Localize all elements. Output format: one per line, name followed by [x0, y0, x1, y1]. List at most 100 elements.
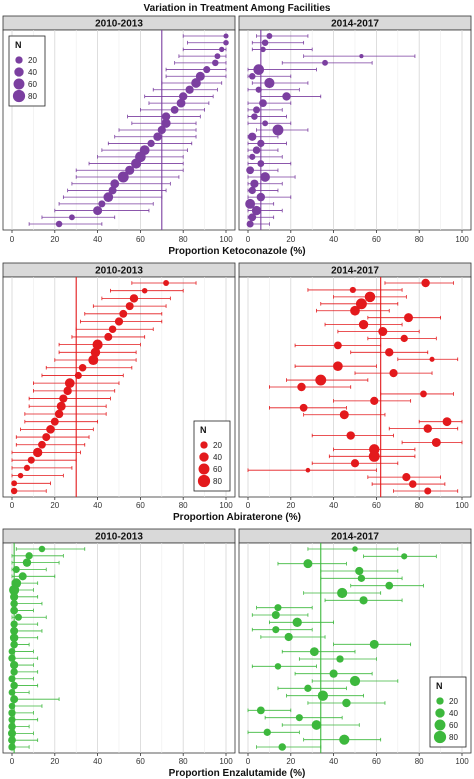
data-point	[253, 106, 261, 114]
panel-strip-label: 2010-2013	[95, 19, 143, 30]
data-point	[359, 596, 368, 605]
tick-label: 20	[50, 757, 59, 766]
data-point	[315, 374, 327, 386]
panel-strip-label: 2010-2013	[95, 266, 143, 277]
data-point	[50, 417, 59, 426]
data-point	[369, 639, 379, 649]
data-point	[342, 698, 351, 708]
data-point	[339, 734, 350, 745]
data-point	[256, 706, 265, 715]
data-point	[349, 675, 361, 687]
data-point	[141, 287, 148, 294]
tick-label: 100	[455, 501, 469, 510]
data-point	[214, 53, 221, 60]
data-point	[274, 663, 282, 670]
tick-label: 40	[93, 235, 102, 244]
data-point	[272, 626, 280, 634]
chart-abiraterone: 2010-2013 0 20 40 60 80 100 N 20 40 60 80 2014-2017 0…	[2, 262, 472, 523]
legend-key	[13, 78, 25, 90]
data-point	[274, 604, 282, 612]
data-point	[42, 433, 51, 442]
data-point	[329, 669, 338, 678]
legend-key	[433, 730, 447, 744]
legend-label: 40	[213, 453, 222, 462]
tick-label: 100	[455, 235, 469, 244]
panel-2010-2013: 2010-2013 0 20 40 60 80 100 N 20 40 60 80	[2, 262, 236, 510]
data-point	[295, 714, 303, 722]
tick-label: 80	[179, 757, 188, 766]
data-point	[219, 46, 225, 53]
data-point	[10, 487, 18, 495]
data-point	[282, 92, 291, 101]
data-point	[337, 587, 348, 599]
data-point	[92, 339, 103, 350]
tick-label: 60	[136, 235, 145, 244]
legend: N 20 40 60 80	[8, 35, 46, 107]
data-point	[11, 480, 18, 487]
data-point	[56, 401, 66, 411]
data-point	[63, 386, 72, 396]
x-axis-title: Proportion Ketoconazole (%)	[168, 246, 305, 257]
data-point	[68, 214, 75, 221]
data-point	[7, 729, 17, 738]
legend-key	[197, 474, 211, 488]
data-point	[8, 736, 16, 745]
data-point	[248, 213, 257, 222]
data-point	[317, 690, 329, 701]
data-point	[266, 33, 273, 39]
legend-key	[12, 89, 26, 103]
tick-label: 0	[246, 235, 251, 244]
data-point	[299, 403, 308, 412]
tick-label: 0	[10, 501, 15, 510]
data-point	[33, 447, 43, 458]
data-point	[409, 480, 417, 488]
data-point	[357, 574, 366, 582]
data-point	[59, 394, 68, 403]
legend-label: 80	[28, 92, 37, 101]
data-point	[271, 610, 280, 620]
data-point	[119, 309, 128, 318]
panel-strip-label: 2010-2013	[95, 532, 143, 543]
legend: N 20 40 60 80	[193, 420, 231, 492]
tick-label: 60	[136, 757, 145, 766]
legend-label: 60	[449, 721, 458, 730]
data-point	[261, 39, 269, 46]
data-point	[263, 728, 271, 736]
data-point	[350, 459, 360, 468]
data-point	[38, 440, 46, 449]
legend-key	[200, 441, 208, 449]
data-point	[349, 286, 356, 294]
legend-key	[198, 463, 210, 475]
data-point	[18, 572, 27, 581]
tick-label: 60	[372, 235, 381, 244]
tick-label: 40	[329, 501, 338, 510]
tick-label: 40	[93, 501, 102, 510]
tick-label: 100	[219, 235, 233, 244]
data-point	[311, 720, 322, 730]
tick-label: 40	[93, 757, 102, 766]
data-point	[25, 552, 33, 560]
data-point	[246, 166, 255, 175]
data-point	[98, 200, 106, 208]
data-point	[359, 53, 364, 59]
legend-label: 40	[449, 709, 458, 718]
tick-label: 60	[372, 501, 381, 510]
panel-2014-2017: 2014-2017 0 20 40 60 80 100	[238, 262, 472, 510]
data-point	[153, 132, 162, 141]
main-title: Variation in Treatment Among Facilities	[144, 3, 331, 14]
data-point	[442, 417, 452, 427]
data-point	[423, 424, 432, 433]
data-point	[161, 118, 171, 128]
chart-enzalutamide: 2010-2013 0 20 40 60 80 100 2014-2017 0 20 40 60 80 1…	[2, 528, 472, 779]
data-point	[346, 431, 355, 440]
tick-label: 20	[286, 235, 295, 244]
data-point	[178, 92, 188, 101]
data-point	[125, 165, 135, 175]
data-point	[108, 186, 117, 195]
legend-key	[15, 56, 23, 64]
data-point	[248, 132, 257, 141]
data-point	[401, 553, 408, 560]
data-point	[245, 198, 256, 209]
panel-2014-2017: 2014-2017 0 20 40 60 80 100 N 20 40 60 80	[238, 528, 472, 766]
legend-key	[199, 452, 209, 462]
